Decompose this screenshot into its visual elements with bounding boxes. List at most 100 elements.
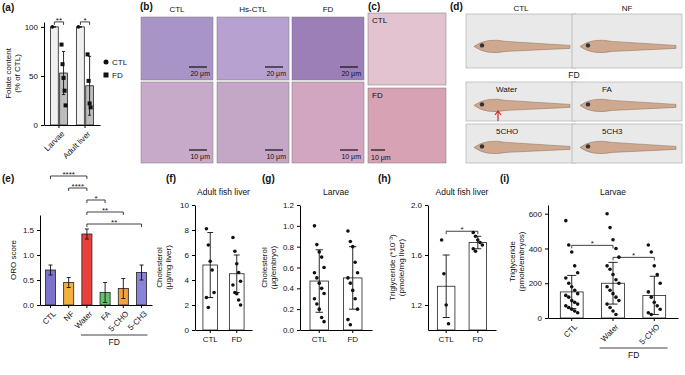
data-point [447,322,451,326]
tick: 0.0 [23,301,40,310]
tick-label: 400 [529,245,543,254]
scale-bar [265,66,283,67]
data-point [567,281,571,285]
data-point [658,281,662,285]
data-point [320,287,324,291]
axis-line [300,206,301,331]
chart-panel: (f)0246810CTLFDCholesterol(μg/mg liver)A… [155,173,253,344]
tick-label: 8 [185,226,190,235]
tick-label: 1.0 [23,251,35,260]
chart-title: Adult fish liver [436,187,489,197]
chart-panel: (g)0.00.20.40.60.81.01.2CTLFDCholesterol… [260,173,373,344]
tick-mark [58,125,59,128]
plot-area [51,25,94,125]
significance-label: ** [56,16,62,25]
tick-label: 5-CHO [638,322,662,346]
tick-mark [654,318,655,321]
tick-mark [41,125,44,126]
data-point [207,306,211,310]
data-point [349,323,353,327]
data-point [444,303,448,307]
data-point [64,103,68,107]
axis-line [40,216,41,306]
data-point [356,307,360,311]
axis-title: (μg/mg liver) [164,245,173,290]
tick-mark [41,27,44,28]
x-axis: CTLFD [301,330,373,344]
scale-bar [340,66,358,67]
chart-panel: (e)0.00.51.01.5CTLNFWaterFA5-CHO5-CH3ORO… [2,170,153,347]
image-label: FA [602,85,612,94]
tick: 100 [25,23,44,32]
y-axis: 0.00.20.40.60.81.01.2 [283,201,301,335]
significance-label: * [94,194,97,203]
error-bar [567,275,576,308]
data-point [576,292,580,296]
tick-label: 5-CHO [107,309,131,333]
micrograph [292,82,364,163]
tick-label: 2.0 [411,201,423,210]
data-point [481,243,485,247]
tick: 0.2 [283,305,300,314]
image-label: Hs-CTL [239,5,267,14]
data-point [239,279,243,283]
micrograph [292,17,364,80]
scale-bar-label: 10 μm [190,153,210,161]
tick-mark [613,318,614,321]
x-axis: CTLFD [429,330,497,344]
tick-mark [105,305,106,308]
tick-label: NF [62,309,76,323]
data-point [346,229,350,233]
data-point [576,302,580,306]
data-point [576,271,580,275]
tick-mark [123,305,124,308]
tick: 2 [185,301,195,310]
tick-label: 4 [185,276,190,285]
tick-label: 0.2 [283,305,295,314]
tick-label: CTL [312,335,328,344]
error-bar [62,51,65,94]
tick: CTL [562,318,579,339]
tick: Water [599,318,620,344]
tick: FA [99,305,113,323]
tick-mark [446,330,447,333]
tick: FD [231,330,242,344]
data-point [62,76,66,80]
tick-label: Water [73,309,94,330]
tick-mark [85,125,86,128]
data-point [210,268,214,272]
chart-panel: (i)0200400600CTLWater5-CHOTriglyceride(p… [500,173,679,360]
error-bar [103,283,107,303]
panel-label: (c) [368,1,380,12]
tick-mark [192,230,195,231]
group-label: FD [109,337,120,347]
data-point [322,266,326,270]
data-point [608,306,612,310]
tick-mark [192,280,195,281]
fish-eye [480,102,484,106]
arrow [495,111,501,121]
data-point [313,271,317,275]
tick: 400 [529,245,548,254]
tick-label: 1.2 [411,301,423,310]
tick-label: 10 [180,201,189,210]
tick: 1.2 [411,301,428,310]
micrograph [368,88,446,163]
data-point [322,320,326,324]
tick-mark [571,318,572,321]
tick-mark [297,288,300,289]
scale-bar-label: 20 μm [266,70,286,78]
tick-mark [297,309,300,310]
significance-label: * [460,225,463,234]
tick-mark [210,330,211,333]
data-point [608,288,612,292]
data-point [346,318,350,322]
tick-mark [297,226,300,227]
image-label: CTL [372,16,388,25]
error-bar [140,265,144,280]
data-point [570,285,574,289]
tick-mark [236,330,237,333]
error-bar [474,236,481,249]
figure: (a)050100LarvaeAdult liverFolate content… [0,0,685,375]
tick-label: 1.0 [283,222,295,231]
